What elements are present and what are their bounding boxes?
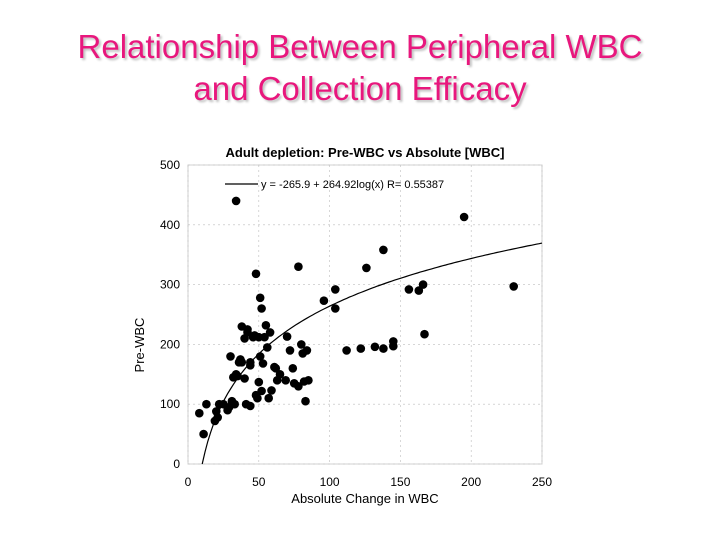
x-tick-label-4: 200 <box>461 475 481 489</box>
data-point-6 <box>362 263 371 273</box>
data-point-19 <box>389 341 398 351</box>
data-point-58 <box>258 359 268 368</box>
x-tick-label-0: 0 <box>185 475 192 489</box>
y-tick-label-4: 400 <box>160 218 180 232</box>
data-point-56 <box>257 386 266 396</box>
data-point-30 <box>226 352 235 361</box>
data-point-40 <box>240 374 249 383</box>
data-point-47 <box>246 358 255 367</box>
data-point-68 <box>275 370 285 379</box>
data-point-11 <box>414 286 424 295</box>
data-point-33 <box>230 399 239 409</box>
data-points <box>195 196 518 439</box>
data-point-15 <box>342 346 351 355</box>
data-point-7 <box>379 245 388 255</box>
data-point-55 <box>255 293 265 303</box>
data-point-12 <box>418 280 428 289</box>
data-point-44 <box>243 328 252 337</box>
y-tick-label-0: 0 <box>173 457 180 471</box>
data-point-10 <box>404 285 414 294</box>
data-point-14 <box>356 344 366 353</box>
data-point-1 <box>251 269 261 279</box>
y-tick-label-5: 500 <box>160 158 180 172</box>
data-point-21 <box>199 429 208 439</box>
x-tick-label-3: 150 <box>390 475 410 489</box>
legend-label: y = -265.9 + 264.92log(x) R= 0.55387 <box>261 179 444 191</box>
data-point-60 <box>261 321 271 330</box>
data-point-16 <box>370 342 380 352</box>
slide-title-line-1: Relationship Between Peripheral WBC <box>77 28 643 65</box>
plot-area <box>187 164 543 465</box>
data-point-75 <box>297 340 306 349</box>
data-point-46 <box>246 401 255 411</box>
data-point-3 <box>319 296 329 306</box>
data-point-59 <box>260 332 269 342</box>
data-point-5 <box>331 304 340 313</box>
x-tick-label-5: 250 <box>532 475 552 489</box>
data-point-20 <box>195 408 204 418</box>
data-point-25 <box>213 413 222 422</box>
data-point-64 <box>267 386 276 395</box>
data-point-9 <box>509 282 518 291</box>
data-point-0 <box>231 196 241 206</box>
data-point-80 <box>304 376 313 385</box>
data-point-35 <box>233 371 242 381</box>
data-point-2 <box>294 262 303 272</box>
x-tick-labels: 0 50 100 150 200 250 <box>185 475 553 489</box>
data-point-51 <box>253 393 262 403</box>
data-point-8 <box>459 212 469 222</box>
y-tick-label-3: 300 <box>160 278 180 292</box>
data-point-13 <box>420 329 429 339</box>
data-point-38 <box>237 358 247 367</box>
slide-title: Relationship Between Peripheral WBC and … <box>0 26 720 110</box>
data-point-17 <box>379 344 388 353</box>
grid-lines <box>187 164 543 465</box>
data-point-22 <box>202 399 211 409</box>
y-axis-label: Pre-WBC <box>132 318 147 373</box>
data-point-71 <box>285 346 295 355</box>
data-point-54 <box>255 352 265 361</box>
data-point-70 <box>282 332 292 341</box>
data-point-63 <box>265 328 275 337</box>
y-tick-label-1: 100 <box>160 397 180 411</box>
data-point-79 <box>302 346 312 355</box>
data-point-52 <box>254 377 264 387</box>
chart-title: Adult depletion: Pre-WBC vs Absolute [WB… <box>225 145 504 160</box>
data-point-62 <box>264 393 274 403</box>
x-axis-label: Absolute Change in WBC <box>291 491 438 506</box>
x-tick-label-2: 100 <box>320 475 340 489</box>
y-tick-label-2: 200 <box>160 337 180 351</box>
data-point-57 <box>257 304 266 313</box>
data-point-69 <box>281 376 291 385</box>
data-point-61 <box>263 343 272 352</box>
slide-title-line-2: and Collection Efficacy <box>193 70 527 107</box>
data-point-74 <box>294 382 303 391</box>
x-tick-label-1: 50 <box>252 475 266 489</box>
data-point-66 <box>271 364 281 373</box>
data-point-4 <box>331 285 340 294</box>
data-point-78 <box>301 396 310 406</box>
data-point-72 <box>288 364 298 373</box>
y-tick-labels: 0 100 200 300 400 500 <box>160 158 180 471</box>
